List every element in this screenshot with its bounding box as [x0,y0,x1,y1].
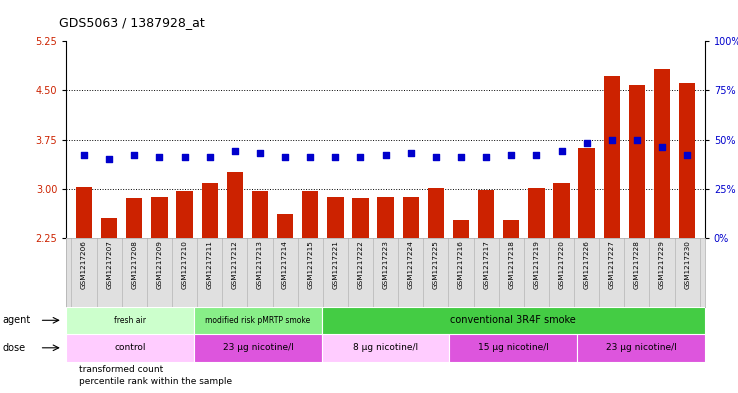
Bar [322,307,705,334]
Bar [302,191,318,238]
Text: GSM1217224: GSM1217224 [407,241,414,289]
Bar [201,184,218,238]
Point [380,152,392,158]
Text: GSM1217229: GSM1217229 [659,241,665,289]
Point [405,150,417,156]
Bar [194,307,322,334]
Bar [66,307,194,334]
Point [329,154,341,160]
Text: conventional 3R4F smoke: conventional 3R4F smoke [450,315,576,325]
Bar [252,191,268,238]
Bar [176,191,193,238]
Text: GDS5063 / 1387928_at: GDS5063 / 1387928_at [59,17,204,29]
Text: GSM1217218: GSM1217218 [508,241,514,289]
Bar [528,188,545,238]
Bar [679,83,695,238]
Bar [151,197,168,238]
Text: agent: agent [2,315,30,325]
Text: GSM1217230: GSM1217230 [684,241,690,289]
Bar [654,70,670,238]
Bar [629,85,645,238]
Point [154,154,165,160]
Text: GSM1217225: GSM1217225 [433,241,439,289]
Bar [554,184,570,238]
Text: GSM1217219: GSM1217219 [534,241,539,289]
Bar [377,196,394,238]
Point [531,152,542,158]
Point [254,150,266,156]
Text: GSM1217210: GSM1217210 [182,241,187,289]
Bar [126,198,142,238]
Text: GSM1217217: GSM1217217 [483,241,489,289]
Text: GSM1217215: GSM1217215 [307,241,313,289]
Bar [227,172,243,238]
Bar [428,188,444,238]
Bar [453,220,469,238]
Text: 23 μg nicotine/l: 23 μg nicotine/l [606,343,676,352]
Point [430,154,442,160]
Point [656,144,668,151]
Text: GSM1217227: GSM1217227 [609,241,615,289]
Text: GSM1217213: GSM1217213 [257,241,263,289]
Point [631,136,643,143]
Point [279,154,291,160]
Text: GSM1217211: GSM1217211 [207,241,213,289]
Text: GSM1217228: GSM1217228 [634,241,640,289]
Point [455,154,467,160]
Bar [66,334,194,362]
Bar [579,148,595,238]
Bar [604,76,620,238]
Point [506,152,517,158]
Bar [352,198,369,238]
Text: 15 μg nicotine/l: 15 μg nicotine/l [477,343,549,352]
Text: GSM1217220: GSM1217220 [559,241,565,289]
Point [480,154,492,160]
Text: modified risk pMRTP smoke: modified risk pMRTP smoke [205,316,311,325]
Text: GSM1217207: GSM1217207 [106,241,112,289]
Point [606,136,618,143]
Point [179,154,190,160]
Text: GSM1217216: GSM1217216 [458,241,464,289]
Bar [402,197,419,238]
Bar [101,218,117,238]
Text: GSM1217214: GSM1217214 [282,241,288,289]
Bar [277,213,293,238]
Point [304,154,316,160]
Text: GSM1217208: GSM1217208 [131,241,137,289]
Text: GSM1217226: GSM1217226 [584,241,590,289]
Text: percentile rank within the sample: percentile rank within the sample [79,377,232,386]
Bar [322,334,449,362]
Point [103,156,115,162]
Point [581,140,593,147]
Bar [503,220,520,238]
Bar [327,196,343,238]
Bar [577,334,705,362]
Text: GSM1217223: GSM1217223 [382,241,389,289]
Text: dose: dose [2,343,25,353]
Text: 23 μg nicotine/l: 23 μg nicotine/l [223,343,293,352]
Bar [194,334,322,362]
Bar [478,190,494,238]
Bar [449,334,577,362]
Text: GSM1217206: GSM1217206 [81,241,87,289]
Bar [76,187,92,238]
Text: control: control [114,343,146,352]
Point [78,152,90,158]
Point [556,148,568,154]
Text: transformed count: transformed count [79,365,163,374]
Text: GSM1217209: GSM1217209 [156,241,162,289]
Point [128,152,140,158]
Text: fresh air: fresh air [114,316,146,325]
Point [229,148,241,154]
Text: GSM1217222: GSM1217222 [357,241,364,289]
Text: GSM1217212: GSM1217212 [232,241,238,289]
Point [681,152,693,158]
Text: GSM1217221: GSM1217221 [332,241,338,289]
Point [204,154,215,160]
Text: 8 μg nicotine/l: 8 μg nicotine/l [353,343,418,352]
Point [354,154,366,160]
